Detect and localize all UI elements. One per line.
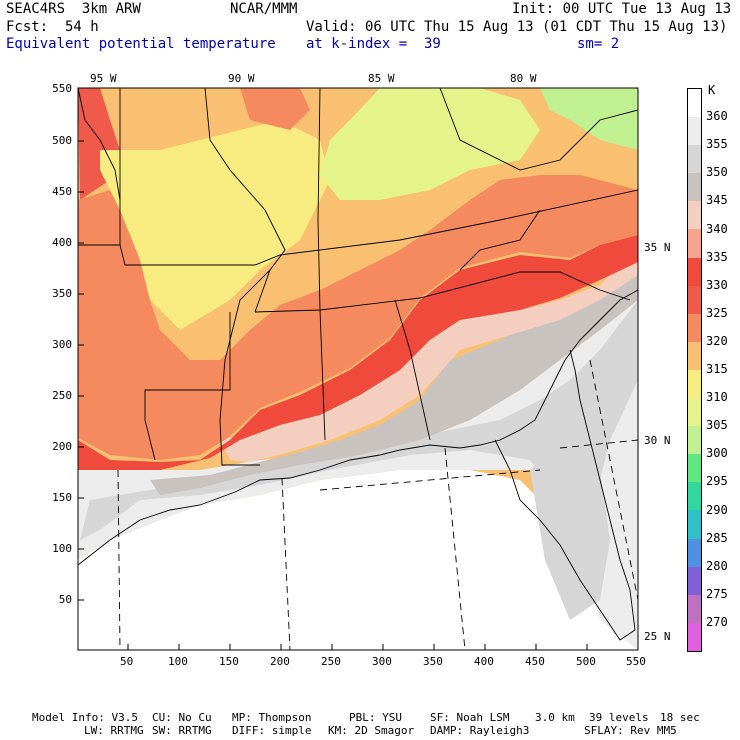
organization: NCAR/MMM: [230, 1, 298, 17]
colorbar-swatch: [688, 594, 701, 623]
y-tick-label: 450: [52, 185, 72, 198]
colorbar-level-label: 360: [706, 109, 728, 124]
y-tick-label: 200: [52, 440, 72, 453]
longitude-label: 95 W: [90, 72, 117, 85]
footer-model-info: Model Info: V3.5: [32, 711, 138, 724]
x-tick-label: 300: [372, 655, 392, 668]
footer-sflay: SFLAY: Rev MM5: [584, 724, 677, 737]
footer-diffusion: DIFF: simple: [232, 724, 312, 737]
colorbar-swatch: [688, 285, 701, 314]
footer-timestep: 18 sec: [660, 711, 700, 724]
colorbar-swatch: [688, 201, 701, 230]
x-tick-label: 200: [270, 655, 290, 668]
colorbar-swatch: [688, 257, 701, 286]
y-tick-label: 400: [52, 236, 72, 249]
colorbar-swatch: [688, 341, 701, 370]
colorbar-swatch: [688, 369, 701, 399]
colorbar-swatch: [688, 566, 701, 595]
colorbar-swatch: [688, 229, 701, 258]
footer-surface: SF: Noah LSM: [430, 711, 510, 724]
colorbar-level-label: 295: [706, 474, 728, 489]
colorbar-swatch: [688, 426, 701, 455]
footer-levels: 39 levels: [589, 711, 649, 724]
x-tick-label: 50: [120, 655, 134, 668]
colorbar-level-label: 340: [706, 221, 728, 236]
y-tick-label: 300: [52, 338, 72, 351]
map-frame: [77, 87, 639, 651]
footer-km: KM: 2D Smagor: [328, 724, 415, 737]
forecast-hour: Fcst: 54 h: [6, 19, 99, 35]
lat-lon-grid: [117, 359, 638, 650]
y-tick-label: 50: [58, 593, 72, 606]
x-tick-label: 150: [219, 655, 239, 668]
run-title: SEAC4RS 3km ARW: [6, 1, 141, 17]
colorbar-swatch: [688, 510, 701, 539]
colorbar-unit: K: [708, 83, 716, 97]
colorbar-level-label: 320: [706, 333, 728, 348]
x-tick-label: 100: [168, 655, 188, 668]
footer-damping: DAMP: Rayleigh3: [430, 724, 530, 737]
colorbar-level-label: 330: [706, 277, 728, 292]
colorbar-swatch: [688, 622, 701, 651]
x-tick-label: 500: [576, 655, 596, 668]
colorbar-level-label: 350: [706, 165, 728, 180]
latitude-label: 30 N: [644, 434, 671, 447]
footer-resolution: 3.0 km: [535, 711, 575, 724]
field-shading: [78, 88, 638, 650]
latitude-label: 35 N: [644, 241, 671, 254]
colorbar-level-label: 355: [706, 137, 728, 152]
colorbar-swatch: [688, 454, 701, 483]
y-tick-label: 250: [52, 389, 72, 402]
longitude-label: 90 W: [228, 72, 255, 85]
colorbar-level-label: 305: [706, 418, 728, 433]
footer-shortwave: SW: RRTMG: [152, 724, 212, 737]
level-index: at k-index = 39: [306, 36, 441, 52]
longitude-label: 85 W: [368, 72, 395, 85]
footer-longwave: LW: RRTMG: [84, 724, 144, 737]
field-name: Equivalent potential temperature: [6, 36, 276, 52]
colorbar-swatch: [688, 173, 701, 202]
x-tick-label: 400: [474, 655, 494, 668]
colorbar: [687, 88, 702, 652]
colorbar-level-label: 315: [706, 362, 728, 376]
y-tick-label: 350: [52, 287, 72, 300]
political-boundaries: [78, 88, 638, 641]
colorbar-level-label: 335: [706, 249, 728, 264]
latitude-label: 25 N: [644, 630, 671, 643]
x-tick-label: 450: [525, 655, 545, 668]
colorbar-level-label: 275: [706, 586, 728, 601]
x-tick-label: 250: [321, 655, 341, 668]
colorbar-level-label: 325: [706, 305, 728, 320]
y-tick-label: 150: [52, 491, 72, 504]
colorbar-swatch: [688, 538, 701, 567]
colorbar-swatch: [688, 482, 701, 511]
colorbar-level-label: 280: [706, 558, 728, 573]
y-tick-label: 100: [52, 542, 72, 555]
colorbar-swatch: [688, 117, 701, 146]
colorbar-level-label: 285: [706, 530, 728, 545]
longitude-label: 80 W: [510, 72, 537, 85]
y-tick-label: 550: [52, 82, 72, 95]
axis-ticks: [78, 140, 588, 650]
smoothing: sm= 2: [577, 36, 620, 52]
valid-time: Valid: 06 UTC Thu 15 Aug 13 (01 CDT Thu …: [306, 19, 728, 35]
colorbar-swatch: [688, 313, 701, 342]
init-time: Init: 00 UTC Tue 13 Aug 13: [512, 1, 732, 17]
colorbar-level-label: 345: [706, 193, 728, 208]
colorbar-level-label: 270: [706, 614, 728, 629]
footer-microphysics: MP: Thompson: [232, 711, 312, 724]
y-tick-label: 500: [52, 134, 72, 147]
footer-pbl: PBL: YSU: [349, 711, 402, 724]
colorbar-level-label: 290: [706, 502, 728, 517]
x-tick-label: 350: [423, 655, 443, 668]
colorbar-swatch: [688, 145, 701, 174]
colorbar-swatch: [688, 89, 701, 118]
colorbar-swatch: [688, 398, 701, 427]
footer-cumulus: CU: No Cu: [152, 711, 212, 724]
colorbar-level-label: 300: [706, 446, 728, 461]
x-tick-label: 550: [626, 655, 646, 668]
colorbar-level-label: 310: [706, 390, 728, 405]
